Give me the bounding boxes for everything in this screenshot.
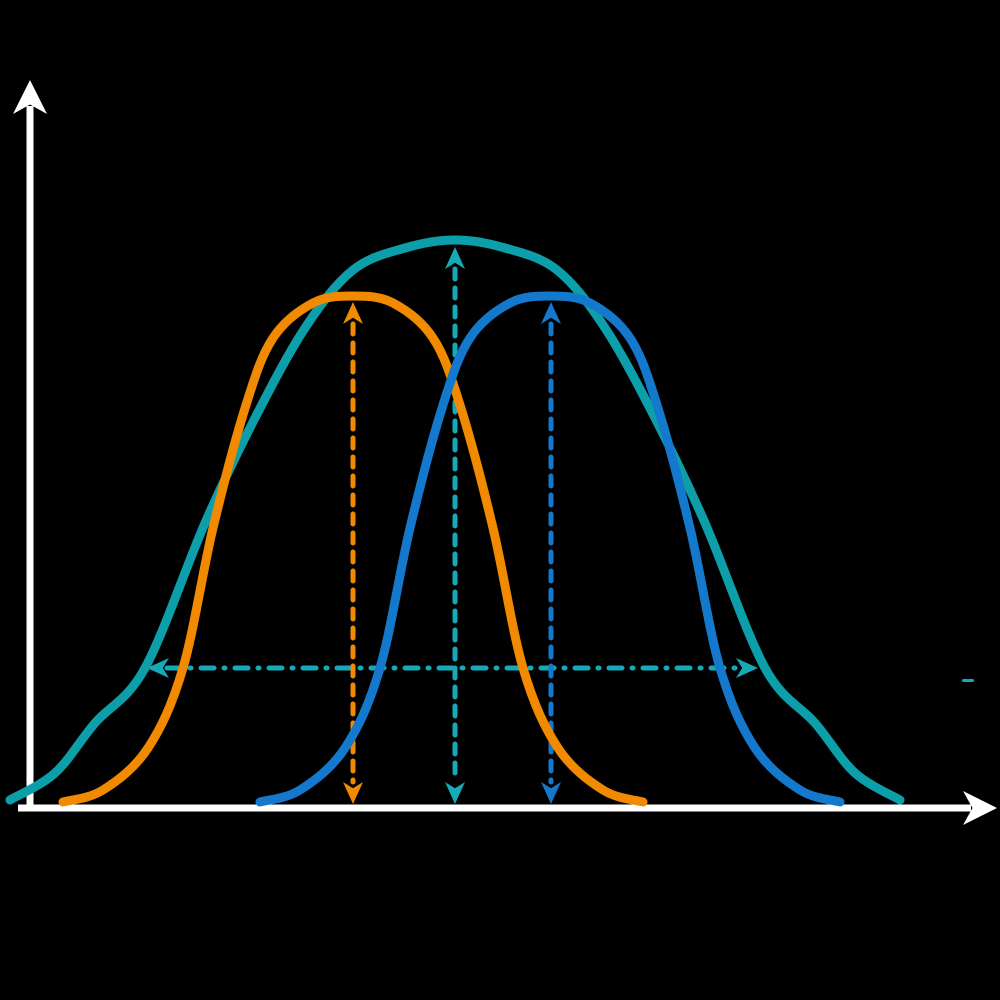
orange-peak-height-arrow-bottom-head-icon [343, 782, 363, 804]
teal-peak-height-arrow-top-head-icon [445, 247, 465, 269]
narrow-orange-curve [58, 291, 648, 807]
x-axis-arrowhead-icon [963, 791, 997, 825]
blue-peak-height-arrow-bottom-head-icon [541, 782, 561, 804]
orange-peak-height-arrow-top-head-icon [343, 302, 363, 324]
blue-peak-height-arrow-top-head-icon [541, 302, 561, 324]
small-teal-dash [962, 679, 974, 682]
teal-width-arrow-left-head-icon [147, 658, 169, 678]
wide-teal-curve [5, 235, 905, 805]
teal-peak-height-arrow-bottom-head-icon [445, 782, 465, 804]
narrow-blue-curve [255, 291, 845, 807]
y-axis-arrowhead-icon [13, 80, 47, 114]
teal-width-arrow-right-head-icon [736, 658, 758, 678]
